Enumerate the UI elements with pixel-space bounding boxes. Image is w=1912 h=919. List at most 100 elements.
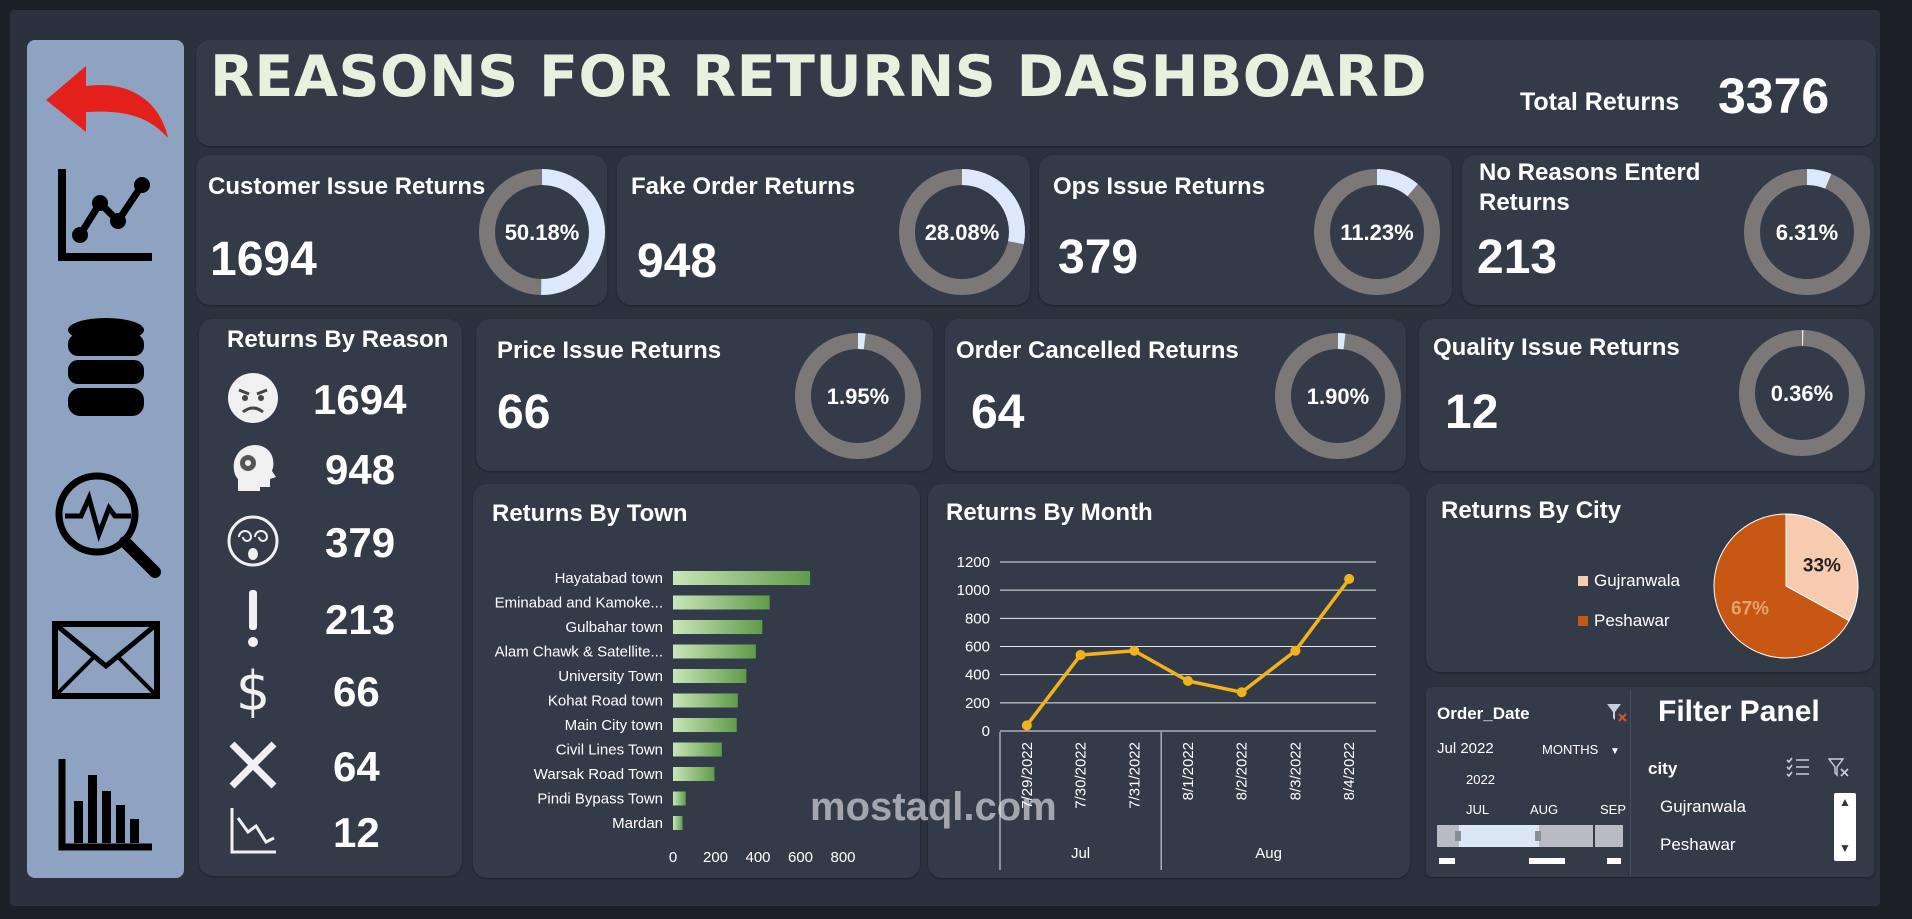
donut-percent: 50.18% xyxy=(505,220,580,245)
reason-row: 1694 xyxy=(225,370,455,430)
town-label: Mardan xyxy=(612,815,663,832)
returns-by-reason-title: Returns By Reason xyxy=(227,326,449,353)
exclamation-icon xyxy=(225,590,281,647)
timeline-month-jul[interactable]: JUL xyxy=(1466,802,1490,817)
kpi-value: 1694 xyxy=(210,233,317,286)
kpi-label: Quality Issue Returns xyxy=(1433,334,1680,361)
reason-row: 379 xyxy=(225,513,455,573)
x-tick-label: 0 xyxy=(669,849,677,866)
donut-fill xyxy=(1739,330,1865,456)
multi-select-icon[interactable] xyxy=(1786,757,1810,782)
y-tick-label: 800 xyxy=(965,610,990,627)
returns-by-town-title: Returns By Town xyxy=(492,500,688,527)
reason-value: 64 xyxy=(333,743,380,790)
scroll-down-icon[interactable]: ▼ xyxy=(1839,841,1851,855)
town-label: Pindi Bypass Town xyxy=(537,791,663,808)
town-bar xyxy=(673,620,763,634)
timeline-divider xyxy=(1593,825,1595,847)
y-tick-label: 200 xyxy=(965,695,990,712)
chevron-down-icon: ▼ xyxy=(1609,746,1620,757)
date-slicer: Order_Date Jul 2022 MONTHS ▼ 2022 JUL AU… xyxy=(1430,690,1631,876)
kpi-donut: 11.23% xyxy=(1314,169,1440,295)
y-tick-label: 1000 xyxy=(957,582,990,599)
donut-percent: 11.23% xyxy=(1340,220,1413,245)
pie-slice xyxy=(1713,513,1850,659)
x-tick-label: 7/30/2022 xyxy=(1073,742,1090,809)
bar-chart-icon[interactable] xyxy=(27,755,184,855)
line-chart-icon[interactable] xyxy=(27,165,184,265)
kpi-donut: 28.08% xyxy=(899,169,1025,295)
x-tick-label: 800 xyxy=(830,849,855,866)
town-label: Hayatabad town xyxy=(555,570,663,587)
donut-fill xyxy=(1744,169,1870,295)
kpi-value: 948 xyxy=(637,235,718,288)
reason-row: 948 xyxy=(225,440,455,500)
town-label: University Town xyxy=(558,668,663,685)
date-slicer-title: Order_Date xyxy=(1437,704,1530,723)
city-slicer-scrollbar[interactable]: ▲ ▼ xyxy=(1834,793,1856,861)
city-option-gujranwala[interactable]: Gujranwala xyxy=(1660,797,1746,816)
pie-label: 67% xyxy=(1731,598,1769,619)
donut-percent: 1.90% xyxy=(1307,384,1369,409)
town-bar xyxy=(673,791,686,806)
reason-value: 948 xyxy=(325,446,396,493)
cross-icon xyxy=(225,737,281,793)
dizzy-face-icon xyxy=(225,513,281,569)
town-bar xyxy=(673,742,722,757)
city-slicer-title: city xyxy=(1648,759,1678,778)
legend-swatch xyxy=(1578,576,1588,586)
clear-filter-icon[interactable] xyxy=(1606,702,1628,729)
timeline-month-aug[interactable]: AUG xyxy=(1530,802,1559,817)
kpi-value: 66 xyxy=(497,386,551,439)
time-level-dropdown[interactable]: MONTHS ▼ xyxy=(1542,742,1620,757)
clear-filter-icon[interactable] xyxy=(1827,757,1850,784)
analytics-search-icon[interactable] xyxy=(27,468,184,578)
scroll-up-icon[interactable]: ▲ xyxy=(1839,795,1851,809)
kpi-label: Customer Issue Returns xyxy=(208,173,486,200)
database-icon[interactable] xyxy=(27,318,184,418)
mail-icon[interactable] xyxy=(27,620,184,700)
x-tick-label: 600 xyxy=(788,849,813,866)
timeline-month-sep[interactable]: SEP xyxy=(1600,802,1627,817)
town-label: Warsak Road Town xyxy=(534,766,663,783)
month-point xyxy=(1075,649,1086,660)
reason-row: 12 xyxy=(225,803,455,863)
timeline-track[interactable] xyxy=(1437,825,1623,847)
x-tick-label: 400 xyxy=(745,849,770,866)
reason-row: $ 66 xyxy=(225,660,455,722)
timeline-handle-left[interactable] xyxy=(1455,831,1461,841)
city-pie-chart: 33% 67% Gujranwala Peshawar xyxy=(1578,513,1859,659)
dollar-icon: $ xyxy=(225,660,281,720)
returns-by-month-panel xyxy=(928,484,1410,878)
kpi-label: Ops Issue Returns xyxy=(1053,173,1266,200)
town-bar xyxy=(673,644,756,659)
town-label: Civil Lines Town xyxy=(556,742,663,759)
y-tick-label: 400 xyxy=(965,667,990,684)
timeline-selection[interactable] xyxy=(1459,825,1539,847)
month-point xyxy=(1021,720,1032,731)
timeline-year: 2022 xyxy=(1466,772,1495,787)
city-option-peshawar[interactable]: Peshawar xyxy=(1660,835,1736,854)
kpi-label: Price Issue Returns xyxy=(497,337,722,364)
donut-percent: 1.95% xyxy=(827,384,889,409)
kpi-value: 12 xyxy=(1445,386,1499,439)
reason-value: 12 xyxy=(333,809,380,856)
donut-fill xyxy=(1314,169,1440,295)
month-point xyxy=(1183,676,1193,687)
timeline-scrollbar[interactable] xyxy=(1437,858,1623,864)
timeline-handle-right[interactable] xyxy=(1535,831,1541,841)
town-bar-chart: Hayatabad town Eminabad and Kamoke... Gulb… xyxy=(495,570,856,866)
reason-value: 379 xyxy=(325,519,396,566)
reason-row: 64 xyxy=(225,737,455,797)
kpi-donut: 1.95% xyxy=(795,333,921,459)
angry-face-icon xyxy=(225,370,281,426)
town-label: Main City town xyxy=(565,717,663,734)
donut-fill xyxy=(1275,333,1401,459)
back-arrow-icon[interactable] xyxy=(27,58,184,148)
donut-fill xyxy=(899,169,1025,295)
donut-fill xyxy=(479,169,605,295)
x-tick-label: 8/2/2022 xyxy=(1234,742,1251,800)
page-title: REASONS FOR RETURNS DASHBOARD xyxy=(210,44,1428,110)
town-label: Alam Chawk & Satellite... xyxy=(495,644,663,661)
total-returns-value: 3376 xyxy=(1718,68,1830,124)
